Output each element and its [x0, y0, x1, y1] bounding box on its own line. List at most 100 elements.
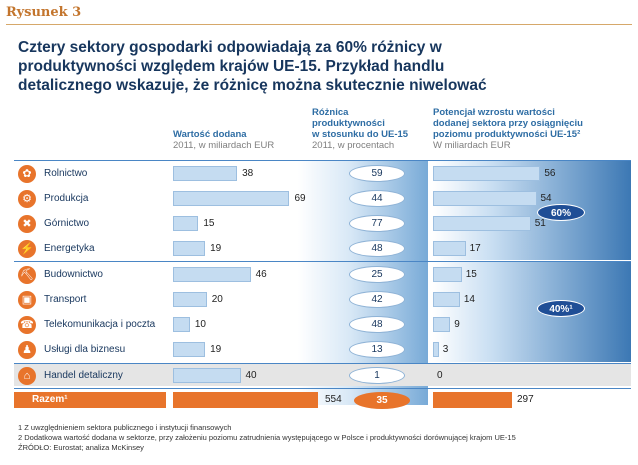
gap-ellipse: 1 [349, 367, 405, 384]
potential-bar [433, 317, 451, 332]
chart-title: Cztery sektory gospodarki odpowiadają za… [18, 38, 618, 95]
title-line: detalicznego wskazuje, że różnicę można … [18, 77, 487, 94]
total-label: Razem¹ [32, 394, 68, 405]
header-potential-title: poziomu produktywności UE-15² [433, 129, 581, 140]
header-potential: Potencjał wzrostu wartości dodanej sekto… [433, 107, 583, 151]
gap-ellipse: 13 [349, 341, 405, 358]
value-added-label: 19 [210, 243, 222, 254]
header-gap-sub: 2011, w procentach [312, 140, 395, 151]
divider [14, 160, 631, 161]
gap-ellipse: 59 [349, 165, 405, 182]
header-value-added-title: Wartość dodana [173, 129, 247, 140]
value-added-label: 46 [255, 269, 267, 280]
value-added-bar [173, 267, 251, 282]
potential-bar [433, 166, 541, 181]
potential-label: 17 [469, 243, 481, 254]
header-potential-title: Potencjał wzrostu wartości [433, 107, 555, 118]
header-value-added-sub: 2011, w miliardach EUR [173, 140, 275, 151]
row-label: Rolnictwo [44, 168, 88, 179]
value-added-label: 38 [242, 168, 254, 179]
title-line: produktywności względem krajów UE-15. Pr… [18, 58, 445, 75]
person-icon: ♟ [18, 341, 36, 359]
row-label: Usługi dla biznesu [44, 344, 126, 355]
header-potential-title: dodanej sektora przy osiągnięciu [433, 118, 583, 129]
divider [14, 388, 631, 389]
lightning-icon: ⚡ [18, 240, 36, 258]
title-line: Cztery sektory gospodarki odpowiadają za… [18, 39, 442, 56]
table-row: ✖ Górnictwo 15 77 51 [0, 213, 638, 235]
value-added-bar [173, 191, 290, 206]
value-added-label: 10 [194, 319, 206, 330]
header-gap: Różnica produktywności w stosunku do UE-… [312, 107, 408, 151]
gap-ellipse: 48 [349, 240, 405, 257]
header-gap-title: Różnica [312, 107, 349, 118]
retail-row-band [14, 364, 631, 386]
basket-icon: ⌂ [18, 367, 36, 385]
header-potential-sub: W miliardach EUR [433, 140, 511, 151]
row-label: Transport [44, 294, 87, 305]
table-row: ✿ Rolnictwo 38 59 56 [0, 163, 638, 185]
gap-ellipse: 44 [349, 190, 405, 207]
value-added-label: 19 [210, 344, 222, 355]
total-gap-ellipse: 35 [354, 392, 410, 409]
value-added-bar [173, 216, 199, 231]
header-gap-title: produktywności [312, 118, 385, 129]
potential-label: 0 [437, 370, 443, 381]
total-potential: 297 [517, 394, 534, 405]
row-label: Budownictwo [44, 269, 103, 280]
row-label: Handel detaliczny [44, 370, 123, 381]
factory-icon: ⚙ [18, 190, 36, 208]
potential-group2-band [433, 262, 631, 362]
footnote-1: 1 Z uwzględnieniem sektora publicznego i… [18, 423, 232, 432]
gap-ellipse: 48 [349, 316, 405, 333]
total-row: Razem¹ 554 35 297 [14, 390, 631, 410]
potential-bar [433, 241, 466, 256]
group-share-pill: 40%¹ [537, 300, 585, 317]
value-added-label: 69 [294, 193, 306, 204]
potential-bar [433, 267, 462, 282]
footnote-2: 2 Dodatkowa wartość dodana w sektorze, p… [18, 433, 516, 442]
header-value-added: Wartość dodana 2011, w miliardach EUR [173, 129, 274, 151]
table-row: ♟ Usługi dla biznesu 19 13 3 [0, 339, 638, 361]
table-row: ⌂ Handel detaliczny 40 1 0 [0, 365, 638, 387]
value-added-bar [173, 241, 206, 256]
potential-label: 54 [540, 193, 552, 204]
table-row: ⚡ Energetyka 19 48 17 [0, 238, 638, 260]
total-potential-bar [433, 392, 512, 408]
row-label: Energetyka [44, 243, 95, 254]
row-label: Telekomunikacja i poczta [44, 319, 156, 330]
trowel-icon: ⛏ [18, 266, 36, 284]
tractor-icon: ✿ [18, 165, 36, 183]
total-value-added: 554 [325, 394, 342, 405]
table-row: ☎ Telekomunikacja i poczta 10 48 9 [0, 314, 638, 336]
row-label: Produkcja [44, 193, 89, 204]
gap-ellipse: 25 [349, 266, 405, 283]
gap-ellipse: 42 [349, 291, 405, 308]
potential-label: 3 [442, 344, 449, 355]
table-row: ▣ Transport 20 42 14 [0, 289, 638, 311]
potential-bar [433, 191, 537, 206]
value-added-label: 40 [245, 370, 257, 381]
potential-label: 56 [544, 168, 556, 179]
header-gap-title: w stosunku do UE-15 [312, 129, 409, 140]
value-added-bar [173, 317, 190, 332]
figure-label: Rysunek 3 [6, 3, 632, 25]
train-icon: ▣ [18, 291, 36, 309]
group-share-pill: 60% [537, 204, 585, 221]
potential-bar [433, 292, 460, 307]
value-added-bar [173, 342, 206, 357]
potential-label: 15 [465, 269, 477, 280]
potential-label: 51 [534, 218, 546, 229]
potential-bar [433, 216, 531, 231]
potential-label: 14 [463, 294, 475, 305]
table-row: ⛏ Budownictwo 46 25 15 [0, 264, 638, 286]
value-added-label: 20 [211, 294, 223, 305]
divider [14, 261, 631, 262]
value-added-bar [173, 368, 241, 383]
value-added-bar [173, 166, 238, 181]
row-label: Górnictwo [44, 218, 90, 229]
gap-ellipse: 77 [349, 215, 405, 232]
potential-bar [433, 342, 439, 357]
total-label-box [14, 392, 166, 408]
table-row: ⚙ Produkcja 69 44 54 [0, 188, 638, 210]
